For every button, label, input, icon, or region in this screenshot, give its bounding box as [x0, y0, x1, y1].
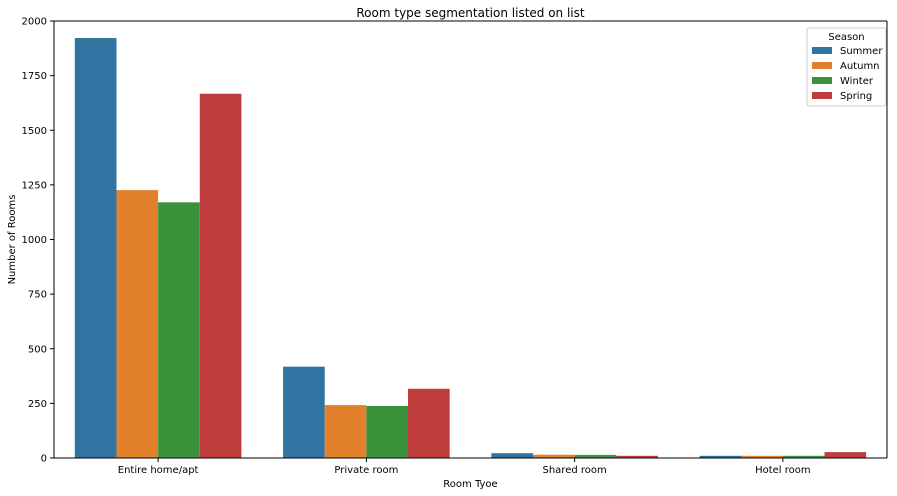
- bar-winter-3: [782, 455, 825, 458]
- y-axis-label: Number of Rooms: [7, 195, 18, 285]
- y-tick-label: 0: [41, 454, 47, 465]
- y-tick-label: 1750: [22, 71, 47, 82]
- bar-autumn-3: [741, 455, 783, 458]
- bar-summer-2: [491, 453, 533, 458]
- bar-winter-2: [574, 454, 617, 458]
- bar-spring-1: [408, 388, 450, 458]
- y-tick-label: 1000: [22, 235, 47, 246]
- x-tick-label: Shared room: [542, 465, 606, 476]
- legend-swatch-winter: [812, 77, 832, 84]
- y-tick-label: 250: [28, 399, 47, 410]
- x-axis-label: Room Tyoe: [443, 479, 497, 490]
- bar-spring-2: [616, 455, 658, 458]
- bar-summer-1: [283, 366, 325, 458]
- y-tick-label: 500: [28, 344, 47, 355]
- x-tick-label: Private room: [334, 465, 398, 476]
- y-tick-label: 2000: [22, 17, 47, 28]
- bar-spring-0: [199, 93, 242, 458]
- legend-swatch-spring: [812, 92, 832, 99]
- bar-summer-3: [699, 455, 742, 458]
- bar-winter-0: [158, 202, 200, 458]
- legend-label-winter: Winter: [840, 76, 874, 87]
- legend-label-spring: Spring: [840, 91, 872, 102]
- y-tick-label: 750: [28, 290, 47, 301]
- bar-autumn-1: [324, 405, 367, 458]
- y-tick-label: 1500: [22, 126, 47, 137]
- bar-spring-3: [824, 452, 867, 458]
- y-tick-label: 1250: [22, 180, 47, 191]
- bar-winter-1: [366, 405, 409, 458]
- legend-swatch-autumn: [812, 62, 832, 69]
- x-tick-label: Entire home/apt: [118, 465, 199, 476]
- x-tick-label: Hotel room: [755, 465, 811, 476]
- bar-autumn-2: [532, 454, 575, 458]
- chart-title: Room type segmentation listed on list: [356, 6, 585, 20]
- legend-title: Season: [828, 32, 864, 43]
- bar-summer-0: [74, 38, 117, 458]
- legend-label-autumn: Autumn: [840, 61, 880, 72]
- legend-label-summer: Summer: [840, 46, 883, 57]
- legend-swatch-summer: [812, 47, 832, 54]
- bar-autumn-0: [116, 190, 159, 458]
